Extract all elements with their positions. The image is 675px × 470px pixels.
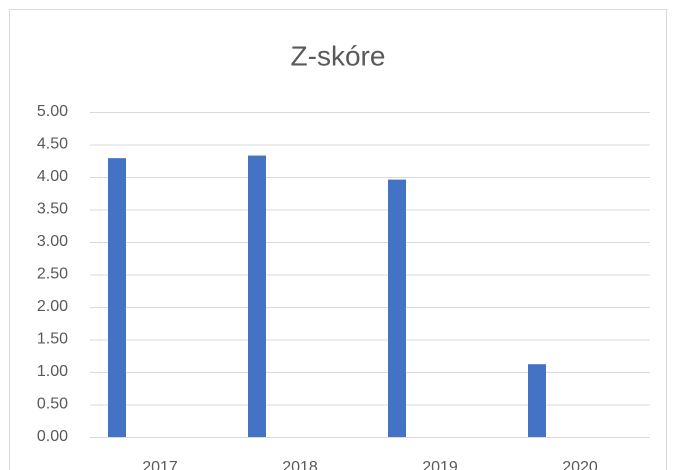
y-tick-label: 3.00 [37, 233, 68, 250]
y-tick-label: 3.50 [37, 201, 68, 218]
y-tick-label: 4.00 [37, 168, 68, 185]
chart-title: Z-skóre [291, 40, 386, 71]
y-tick-label: 4.50 [37, 136, 68, 153]
y-tick-label: 5.00 [37, 103, 68, 120]
bar [528, 364, 546, 437]
x-tick-label: 2019 [422, 459, 458, 470]
y-tick-label: 1.50 [37, 331, 68, 348]
y-tick-label: 0.50 [37, 396, 68, 413]
bar [388, 179, 406, 437]
x-tick-label: 2018 [282, 459, 318, 470]
bar [108, 158, 126, 437]
bar [248, 155, 266, 438]
x-tick-label: 2020 [562, 459, 598, 470]
y-tick-label: 0.00 [37, 428, 68, 445]
y-tick-label: 2.50 [37, 266, 68, 283]
x-tick-label: 2017 [142, 459, 178, 470]
y-tick-label: 2.00 [37, 298, 68, 315]
y-tick-label: 1.00 [37, 363, 68, 380]
